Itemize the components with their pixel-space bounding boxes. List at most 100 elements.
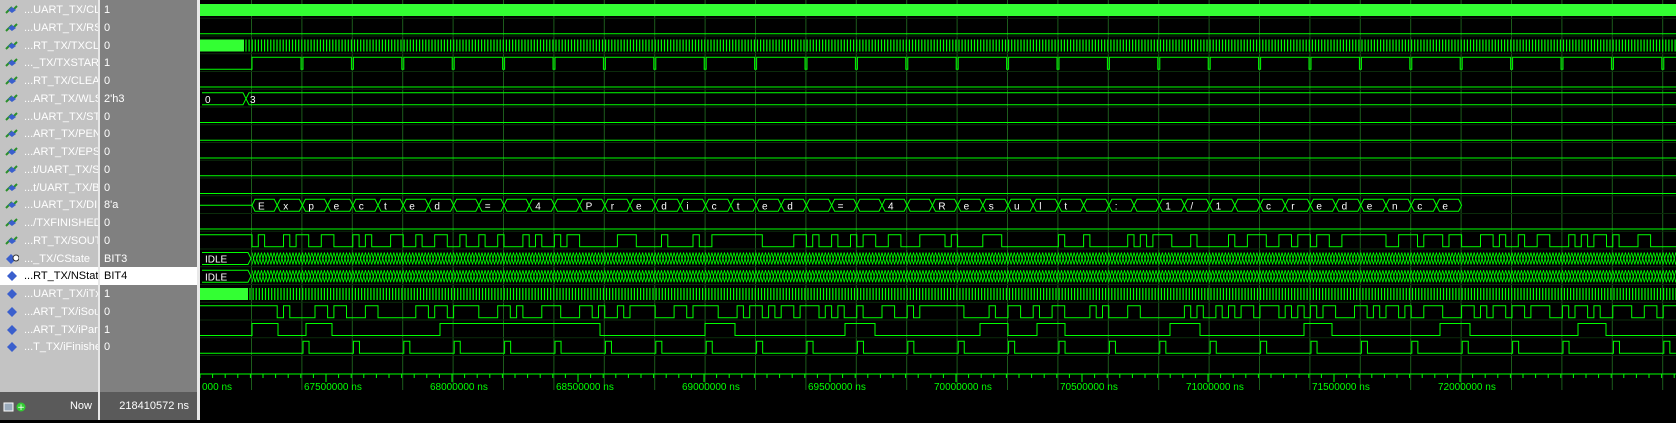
cstate-bus-transition [469,253,472,265]
cstate-bus-transition [1169,253,1172,265]
nstate-bus-transition [454,270,457,282]
signal-value: 0 [100,232,197,250]
nstate-bus-transition [1320,270,1323,282]
nstate-bus-transition [958,270,961,282]
nstate-bus-transition [545,270,548,282]
signal-name-row[interactable]: ...ART_TX/iParity [0,321,98,339]
cstate-bus-transition [1295,253,1298,265]
cstate-bus-transition [999,253,1002,265]
nstate-bus-transition [517,270,520,282]
signal-name-row[interactable]: .../TXFINISHED [0,214,98,232]
cstate-bus-transition [655,253,658,265]
cstate-bus-transition [428,253,431,265]
nstate-bus-transition [1392,270,1395,282]
cstate-bus-transition [876,253,879,265]
nstate-bus-transition [668,270,671,282]
signal-name-row[interactable]: ...UART_TX/iTx2 [0,285,98,303]
signal-name-row[interactable]: ...t/UART_TX/BC [0,179,98,197]
nstate-bus-transition [372,270,375,282]
cstate-bus-transition [1162,253,1165,265]
cstate-bus-transition [520,253,523,265]
cstate-bus-transition [378,253,381,265]
cstate-bus-transition [1383,253,1386,265]
signal-name: ...UART_TX/CLK [24,1,98,19]
signal-name-row[interactable]: ...RT_TX/NState [0,267,98,285]
nstate-bus-transition [1043,270,1046,282]
signal-name-row[interactable]: ..._TX/TXSTART [0,54,98,72]
nstate-bus-transition [1096,270,1099,282]
din-bus-value: r [611,201,615,212]
signal-name-row[interactable]: ...UART_TX/RST [0,19,98,37]
cstate-bus-transition [1017,253,1020,265]
cstate-bus-transition [1380,253,1383,265]
nstate-bus-transition [636,270,639,282]
nstate-bus-transition [680,270,683,282]
signal-name-row[interactable]: ..._TX/CState [0,250,98,268]
cstate-bus-transition [526,253,529,265]
cstate-bus-transition [306,253,309,265]
signal-name-row[interactable]: ...ART_TX/iSout [0,303,98,321]
nstate-bus-transition [599,270,602,282]
nstate-bus-transition [255,270,258,282]
cstate-bus-transition [1225,253,1228,265]
signal-name-row[interactable]: ...t/UART_TX/SP [0,161,98,179]
nstate-bus-transition [1503,270,1506,282]
signal-name-row[interactable]: ...UART_TX/DIN [0,196,98,214]
cstate-bus-transition [769,253,772,265]
din-bus-segment [882,199,907,211]
nstate-bus-transition [1581,270,1584,282]
signal-name-row[interactable]: ...UART_TX/STB [0,108,98,126]
nstate-bus-transition [1629,270,1632,282]
cstate-bus-transition [337,253,340,265]
diamond-signal-icon [5,324,19,336]
nstate-bus-transition [403,270,406,282]
nstate-bus-transition [1134,270,1137,282]
cstate-bus-transition [293,253,296,265]
signal-name-row[interactable]: ...RT_TX/TXCLK [0,37,98,55]
time-axis-label: 70000000 ns [934,382,992,393]
nstate-bus-transition [1292,270,1295,282]
nstate-bus-transition [1017,270,1020,282]
nstate-bus-transition [1499,270,1502,282]
cstate-bus-transition [1229,253,1232,265]
cstate-bus-transition [419,253,422,265]
nstate-bus-transition [677,270,680,282]
cstate-bus-transition [964,253,967,265]
cstate-bus-transition [1323,253,1326,265]
cstate-bus-transition [1607,253,1610,265]
signal-name-row[interactable]: ...ART_TX/PEN [0,125,98,143]
signal-name: ..._TX/CState [24,250,90,268]
nstate-bus-transition [961,270,964,282]
cstate-bus-transition [1213,253,1216,265]
toolbar-icons[interactable]: + [3,401,27,413]
din-bus-segment [1336,199,1361,211]
signal-name: ...RT_TX/TXCLK [24,37,98,55]
signal-name-row[interactable]: ...ART_TX/WLS [0,90,98,108]
nstate-bus-transition [1562,270,1565,282]
cstate-bus-transition [665,253,668,265]
cstate-bus-transition [1525,253,1528,265]
signal-name-row[interactable]: ...ART_TX/EPS [0,143,98,161]
signal-name-row[interactable]: ...RT_TX/CLEAR [0,72,98,90]
cstate-bus-transition [406,253,409,265]
nstate-bus-transition [306,270,309,282]
cstate-bus-transition [1232,253,1235,265]
cstate-bus-transition [627,253,630,265]
cstate-bus-transition [970,253,973,265]
cstate-bus-transition [718,253,721,265]
nstate-bus-transition [847,270,850,282]
nstate-bus-transition [473,270,476,282]
cstate-bus-transition [570,253,573,265]
cstate-bus-transition [1238,253,1241,265]
signal-name-row[interactable]: ...T_TX/iFinished [0,338,98,356]
cstate-bus-transition [1222,253,1225,265]
signal-name-row[interactable]: ...RT_TX/SOUT [0,232,98,250]
cstate-bus-transition [488,253,491,265]
signal-name-row[interactable]: ...UART_TX/CLK [0,1,98,19]
cstate-bus-transition [580,253,583,265]
nstate-bus-transition [1386,270,1389,282]
nstate-bus-transition [699,270,702,282]
cstate-bus-transition [1373,253,1376,265]
